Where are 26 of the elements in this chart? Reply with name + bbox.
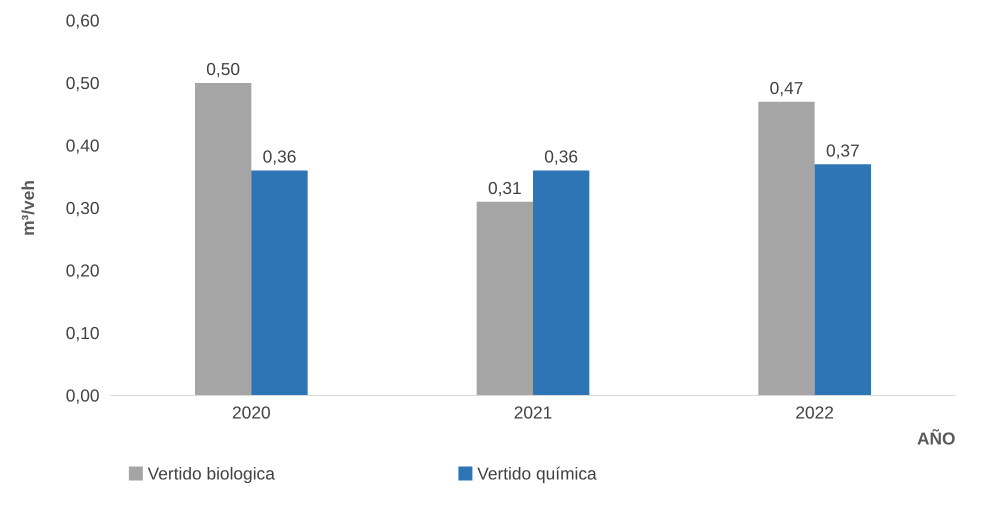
y-tick-label: 0,40	[66, 136, 100, 156]
data-label: 0,47	[770, 78, 804, 98]
y-tick-label: 0,10	[66, 323, 100, 343]
bar	[476, 202, 533, 396]
y-tick-label: 0,00	[66, 386, 100, 406]
bar	[533, 170, 590, 396]
y-tick-label: 0,20	[66, 260, 100, 280]
data-label: 0,37	[826, 140, 860, 160]
data-label: 0,36	[544, 146, 578, 166]
x-tick-label: 2021	[514, 402, 552, 422]
bar	[195, 83, 252, 396]
data-label: 0,50	[206, 59, 240, 79]
bar	[251, 170, 308, 396]
y-tick-label: 0,50	[66, 73, 100, 93]
bar	[758, 102, 815, 396]
x-tick-label: 2022	[795, 402, 834, 422]
legend-label: Vertido química	[477, 464, 598, 484]
y-tick-label: 0,30	[66, 198, 100, 218]
x-tick-label: 2020	[232, 402, 271, 422]
y-axis-title: m³/veh	[18, 180, 38, 236]
x-axis-title: AÑO	[916, 428, 956, 448]
legend-label: Vertido biologica	[148, 464, 276, 484]
y-tick-label: 0,60	[66, 10, 100, 30]
data-label: 0,36	[262, 146, 296, 166]
data-label: 0,31	[488, 178, 522, 198]
bar	[814, 164, 871, 396]
